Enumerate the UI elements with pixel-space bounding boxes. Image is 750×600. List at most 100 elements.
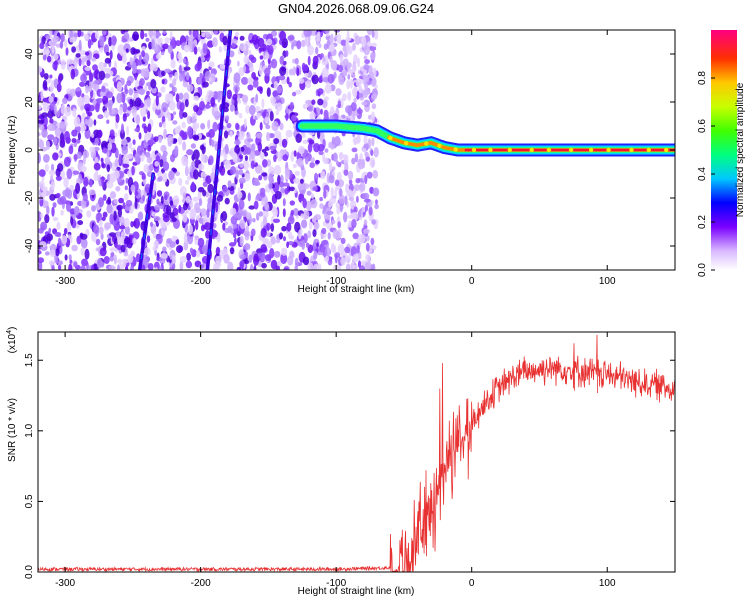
heatmap-cell (81, 238, 88, 249)
heatmap-cell (242, 159, 249, 171)
heatmap-cell (297, 182, 305, 191)
heatmap-cell (46, 233, 53, 242)
heatmap-cell (350, 212, 355, 218)
heatmap-cell (179, 130, 185, 138)
heatmap-cell (94, 30, 99, 40)
heatmap-cell (221, 211, 228, 222)
heatmap-cell (124, 185, 128, 191)
top-x-axis-title: Height of straight line (km) (298, 284, 415, 295)
heatmap-cell (66, 222, 72, 231)
heatmap-cell (229, 149, 234, 156)
heatmap-cell (111, 108, 116, 115)
heatmap-cell (122, 154, 130, 165)
heatmap-cell (131, 165, 135, 176)
heatmap-cell (42, 54, 47, 61)
heatmap-cell (41, 112, 49, 118)
heatmap-cell (245, 212, 252, 220)
heatmap-cell (211, 139, 215, 148)
heatmap-cell (357, 210, 362, 218)
heatmap-cell (67, 234, 71, 240)
heatmap-cell (73, 206, 80, 216)
heatmap-cell (143, 103, 147, 108)
heatmap-cell (52, 35, 60, 43)
heatmap-cell (174, 71, 179, 81)
heatmap-cell (363, 219, 368, 227)
heatmap-cell (259, 122, 263, 131)
heatmap-cell (186, 149, 194, 156)
heatmap-cell (143, 247, 151, 256)
heatmap-cell (342, 93, 347, 102)
heatmap-cell (150, 79, 157, 89)
heatmap-cell (200, 135, 206, 140)
heatmap-cell (368, 201, 373, 208)
heatmap-cell (87, 118, 94, 128)
heatmap-cell (71, 46, 76, 53)
heatmap-cell (69, 30, 74, 40)
heatmap-cell (79, 233, 84, 238)
heatmap-cell (352, 232, 360, 240)
top-x-tick-label: -100 (326, 276, 346, 287)
heatmap-cell (81, 125, 87, 131)
heatmap-cell (298, 78, 305, 84)
heatmap-cell (56, 221, 61, 231)
heatmap-cell (261, 262, 267, 269)
heatmap-cell (270, 223, 275, 232)
heatmap-cell (75, 53, 81, 58)
heatmap-cell (129, 57, 134, 66)
heatmap-cell (351, 157, 356, 165)
heatmap-cell (294, 187, 297, 194)
heatmap-cell (268, 173, 274, 184)
heatmap-cell (277, 174, 281, 185)
heatmap-cell (317, 88, 324, 95)
heatmap-cell (120, 129, 125, 140)
heatmap-cell (356, 244, 360, 254)
heatmap-cell (116, 81, 123, 92)
heatmap-cell (191, 153, 195, 161)
heatmap-cell (312, 263, 320, 270)
heatmap-cell (127, 254, 134, 264)
heatmap-cell (223, 44, 228, 52)
heatmap-cell (190, 143, 196, 149)
heatmap-cell (330, 243, 335, 253)
heatmap-cell (63, 38, 68, 48)
heatmap-cell (335, 88, 342, 96)
bottom-x-tick-label: 0 (469, 578, 475, 589)
heatmap-cell (209, 192, 213, 204)
heatmap-cell (182, 112, 188, 118)
heatmap-cell (150, 221, 153, 227)
heatmap-cell (337, 179, 345, 188)
heatmap-cell (145, 37, 150, 42)
heatmap-cell (84, 118, 89, 125)
heatmap-cell (179, 102, 185, 112)
heatmap-cell (130, 264, 134, 270)
heatmap-cell (226, 89, 232, 100)
heatmap-cell (339, 202, 343, 213)
heatmap-cell (302, 256, 310, 266)
heatmap-cell (265, 254, 272, 262)
heatmap-cell (286, 222, 292, 232)
heatmap-cell (195, 219, 199, 231)
heatmap-cell (187, 234, 194, 245)
heatmap-cell (337, 64, 343, 73)
snr-series-line (38, 334, 675, 572)
heatmap-cell (328, 174, 335, 184)
heatmap-cell (294, 257, 299, 268)
heatmap-cell (91, 57, 97, 62)
heatmap-cell (287, 35, 295, 41)
heatmap-cell (250, 150, 256, 160)
heatmap-cell (49, 102, 56, 111)
heatmap-cell (343, 211, 348, 223)
heatmap-cell (254, 164, 263, 174)
heatmap-cell (290, 151, 295, 162)
heatmap-cell (98, 47, 104, 53)
heatmap-cell (319, 75, 323, 82)
heatmap-cell (327, 246, 331, 257)
heatmap-cell (192, 196, 199, 202)
heatmap-cell (364, 151, 369, 157)
heatmap-cell (105, 91, 113, 99)
heatmap-cell (340, 39, 347, 46)
heatmap-cell (122, 258, 127, 268)
heatmap-cell (81, 57, 85, 66)
heatmap-cell (178, 64, 182, 76)
